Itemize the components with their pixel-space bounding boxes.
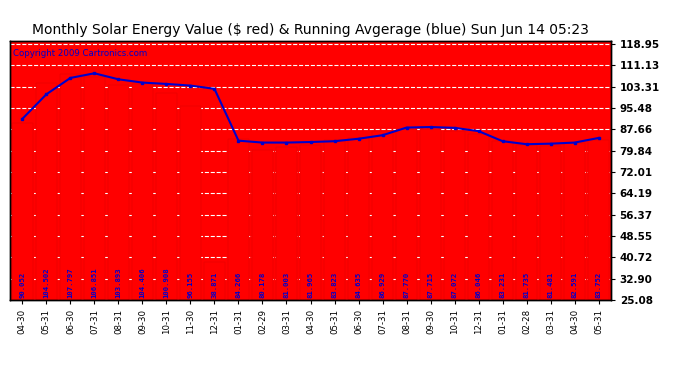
Text: 107.797: 107.797 bbox=[68, 267, 73, 298]
Text: 84.635: 84.635 bbox=[355, 272, 362, 298]
Bar bbox=[324, 140, 345, 300]
Text: 87.715: 87.715 bbox=[428, 272, 433, 298]
Bar bbox=[396, 129, 417, 300]
Bar bbox=[348, 138, 368, 300]
Bar bbox=[132, 84, 152, 300]
Bar bbox=[156, 93, 177, 300]
Text: 106.851: 106.851 bbox=[91, 267, 97, 298]
Bar bbox=[204, 262, 225, 300]
Text: 87.072: 87.072 bbox=[451, 272, 457, 298]
Title: Monthly Solar Energy Value ($ red) & Running Avgerage (blue) Sun Jun 14 05:23: Monthly Solar Energy Value ($ red) & Run… bbox=[32, 23, 589, 37]
Text: 38.871: 38.871 bbox=[211, 272, 217, 298]
Bar bbox=[300, 145, 321, 300]
Text: 104.502: 104.502 bbox=[43, 267, 50, 298]
Bar bbox=[444, 131, 465, 300]
Bar bbox=[589, 140, 609, 300]
Text: 84.266: 84.266 bbox=[235, 272, 242, 298]
Text: 90.052: 90.052 bbox=[19, 272, 26, 298]
Bar bbox=[12, 123, 32, 300]
Bar bbox=[516, 146, 537, 300]
Text: 81.003: 81.003 bbox=[284, 272, 290, 298]
Bar bbox=[493, 141, 513, 300]
Bar bbox=[180, 106, 201, 300]
Bar bbox=[253, 150, 273, 300]
Text: 83.752: 83.752 bbox=[595, 272, 602, 298]
Text: 80.178: 80.178 bbox=[259, 272, 266, 298]
Bar bbox=[276, 147, 297, 300]
Text: 82.591: 82.591 bbox=[571, 272, 578, 298]
Text: 100.908: 100.908 bbox=[164, 267, 170, 298]
Bar bbox=[84, 77, 105, 300]
Text: 81.965: 81.965 bbox=[308, 272, 313, 298]
Text: 96.155: 96.155 bbox=[188, 272, 193, 298]
Text: 86.929: 86.929 bbox=[380, 272, 386, 298]
Bar bbox=[228, 139, 248, 300]
Text: 81.735: 81.735 bbox=[524, 272, 530, 298]
Bar bbox=[373, 131, 393, 300]
Text: 86.046: 86.046 bbox=[475, 272, 482, 298]
Bar bbox=[60, 74, 81, 300]
Text: Copyright 2009 Cartronics.com: Copyright 2009 Cartronics.com bbox=[13, 49, 148, 58]
Bar bbox=[36, 83, 57, 300]
Text: 103.893: 103.893 bbox=[115, 267, 121, 298]
Text: 83.823: 83.823 bbox=[331, 272, 337, 298]
Bar bbox=[108, 85, 128, 300]
Text: 81.481: 81.481 bbox=[548, 272, 553, 298]
Text: 87.770: 87.770 bbox=[404, 272, 410, 298]
Bar bbox=[420, 129, 441, 300]
Text: 83.231: 83.231 bbox=[500, 272, 506, 298]
Bar bbox=[540, 146, 561, 300]
Text: 104.406: 104.406 bbox=[139, 267, 146, 298]
Bar bbox=[469, 134, 489, 300]
Bar bbox=[564, 143, 585, 300]
